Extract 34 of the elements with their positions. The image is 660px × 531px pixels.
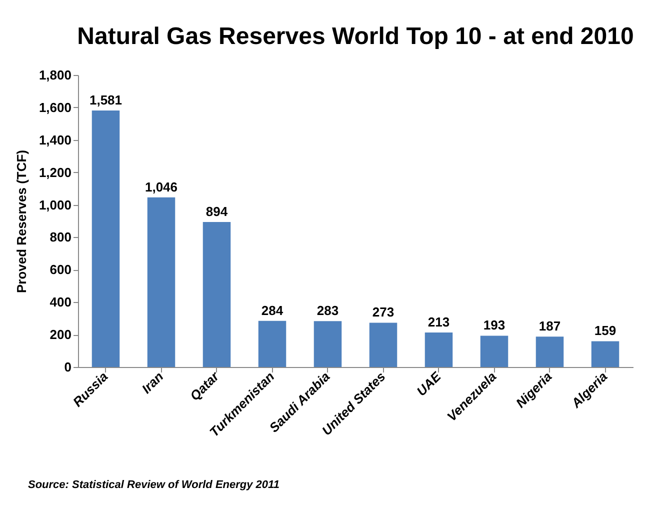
data-label: 187 xyxy=(538,318,561,334)
data-label: 284 xyxy=(261,302,284,318)
y-tick-label: 400 xyxy=(50,294,72,310)
y-tick-label: 800 xyxy=(50,230,72,245)
y-tick-label: 200 xyxy=(50,327,72,342)
data-label: 1,046 xyxy=(144,179,178,194)
bar xyxy=(314,321,342,367)
bar xyxy=(480,336,508,367)
bar xyxy=(147,197,176,367)
y-tick-label: 1,200 xyxy=(38,164,72,180)
bar xyxy=(536,336,564,367)
bar xyxy=(424,332,453,367)
chart-title: Natural Gas Reserves World Top 10 - at end 2010 xyxy=(77,23,634,50)
bar xyxy=(202,222,231,367)
bar xyxy=(369,322,398,367)
bar xyxy=(591,341,620,367)
data-label: 193 xyxy=(483,318,506,333)
data-label: 1,581 xyxy=(89,92,122,108)
y-axis-title: Proved Reserves (TCF) xyxy=(14,150,29,294)
bar xyxy=(92,110,120,367)
y-tick-label: 1,800 xyxy=(38,68,72,82)
x-tick-label: Iran xyxy=(138,368,166,396)
y-tick-label: 1,600 xyxy=(38,100,72,115)
y-tick-label: 1,400 xyxy=(38,132,72,148)
y-tick-label: 1,000 xyxy=(38,197,72,212)
data-label: 213 xyxy=(428,314,450,330)
source-note: Source: Statistical Review of World Energy 2011 xyxy=(28,479,280,491)
y-tick-label: 600 xyxy=(50,262,72,278)
y-tick-label: 0 xyxy=(64,360,72,374)
data-label: 159 xyxy=(594,323,616,338)
bar xyxy=(258,320,286,367)
data-label: 283 xyxy=(316,303,339,318)
data-label: 273 xyxy=(372,304,394,320)
data-label: 894 xyxy=(206,204,228,219)
